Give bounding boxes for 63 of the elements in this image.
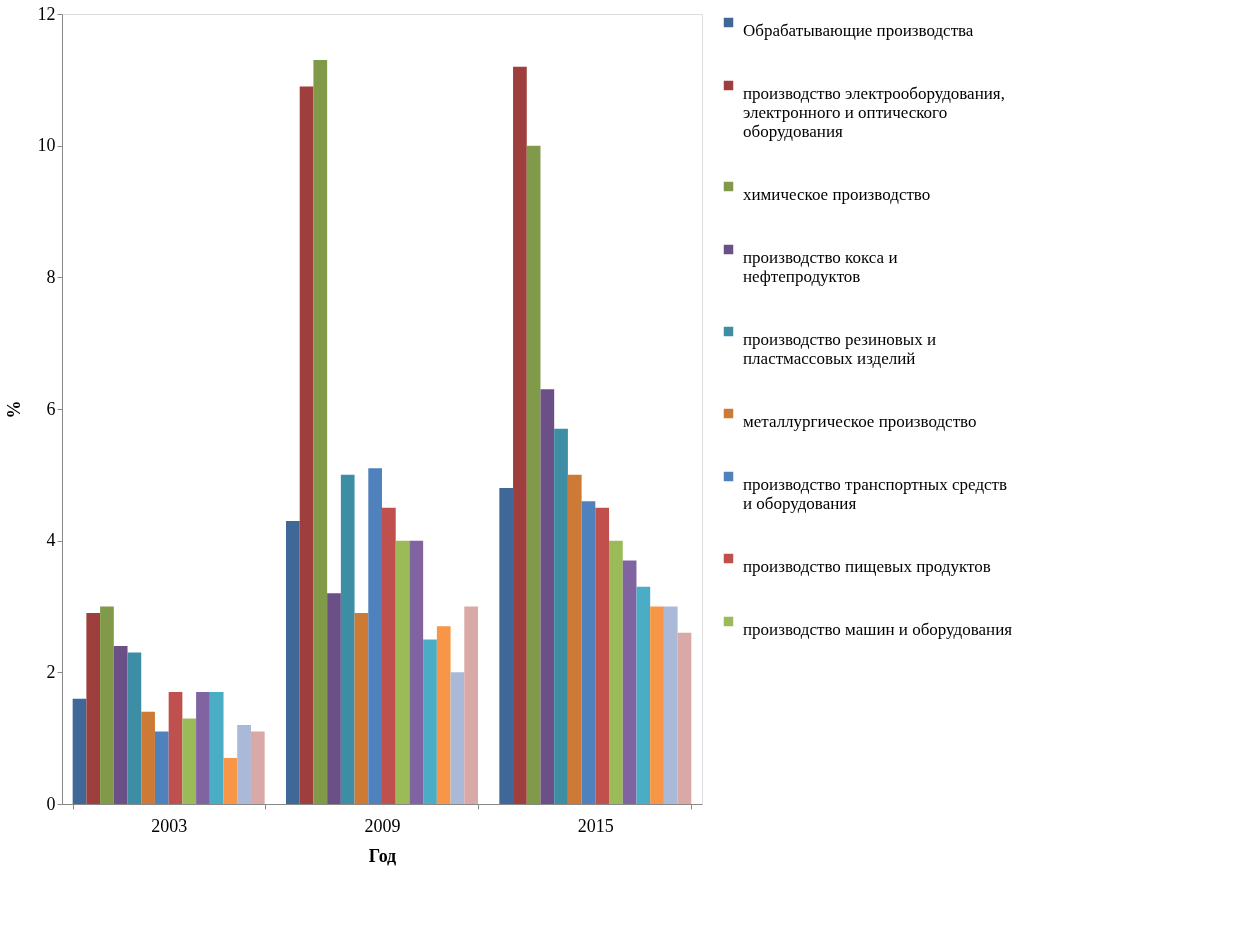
- bar: [127, 652, 142, 804]
- bar: [526, 145, 541, 804]
- bar: [540, 389, 555, 804]
- legend-label: производство резиновых и пластмассовых изделий: [743, 329, 937, 368]
- bar: [609, 540, 623, 804]
- legend-label: Обрабатывающие производства: [743, 20, 974, 40]
- y-tick-label: 0: [46, 793, 56, 814]
- bar: [154, 731, 169, 804]
- bar: [382, 507, 396, 804]
- x-tick-label: 2015: [577, 815, 614, 836]
- bar: [409, 540, 424, 804]
- bar: [100, 606, 114, 804]
- bar: [499, 488, 514, 804]
- bar: [86, 613, 101, 804]
- bar: [450, 672, 465, 804]
- legend-label: производство транспортных средств и оборудования: [743, 474, 1008, 513]
- bar: [464, 606, 478, 804]
- bar: [636, 586, 651, 804]
- bar: [436, 626, 451, 804]
- legend-label: металлургическое производство: [743, 411, 977, 431]
- bar: [286, 520, 300, 804]
- bar: [250, 731, 265, 804]
- bar: [581, 501, 596, 804]
- y-tick-label: 6: [46, 398, 56, 419]
- x-tick-label: 2003: [151, 815, 188, 836]
- bar: [354, 613, 369, 804]
- bar: [340, 474, 355, 804]
- legend-label: производство электрооборудования, электронного и оптического оборудования: [743, 83, 1005, 141]
- bar: [554, 428, 568, 804]
- bar: [299, 86, 314, 804]
- bar: [327, 593, 341, 804]
- bar: [182, 718, 197, 804]
- bar: [650, 606, 664, 804]
- bar: [168, 692, 183, 804]
- bar: [622, 560, 637, 804]
- legend-label: химическое производство: [743, 184, 931, 204]
- bar: [72, 698, 87, 804]
- y-axis-title: %: [3, 400, 24, 419]
- bar: [567, 474, 582, 804]
- bar: [595, 507, 610, 804]
- y-tick-label: 10: [37, 135, 56, 156]
- legend-label: производство машин и оборудования: [743, 619, 1013, 639]
- bar: [513, 66, 527, 804]
- bar: [209, 692, 224, 804]
- bar: [423, 639, 437, 804]
- bar: [141, 711, 155, 804]
- bar: [113, 646, 128, 804]
- x-tick-label: 2009: [364, 815, 401, 836]
- y-tick-label: 12: [37, 3, 56, 24]
- y-tick-label: 8: [46, 266, 56, 287]
- bar: [663, 606, 678, 804]
- legend-label: производство кокса и нефтепродуктов: [743, 247, 898, 286]
- y-tick-label: 4: [46, 530, 56, 551]
- bar: [237, 725, 251, 804]
- bar: [677, 632, 692, 804]
- bar: [313, 60, 328, 804]
- legend-label: производство пищевых продуктов: [743, 556, 991, 576]
- bar: [196, 692, 210, 804]
- x-axis-title: Год: [368, 845, 397, 866]
- bar: [368, 468, 382, 804]
- y-tick-label: 2: [46, 661, 56, 682]
- bar: [395, 540, 410, 804]
- bar: [223, 757, 238, 804]
